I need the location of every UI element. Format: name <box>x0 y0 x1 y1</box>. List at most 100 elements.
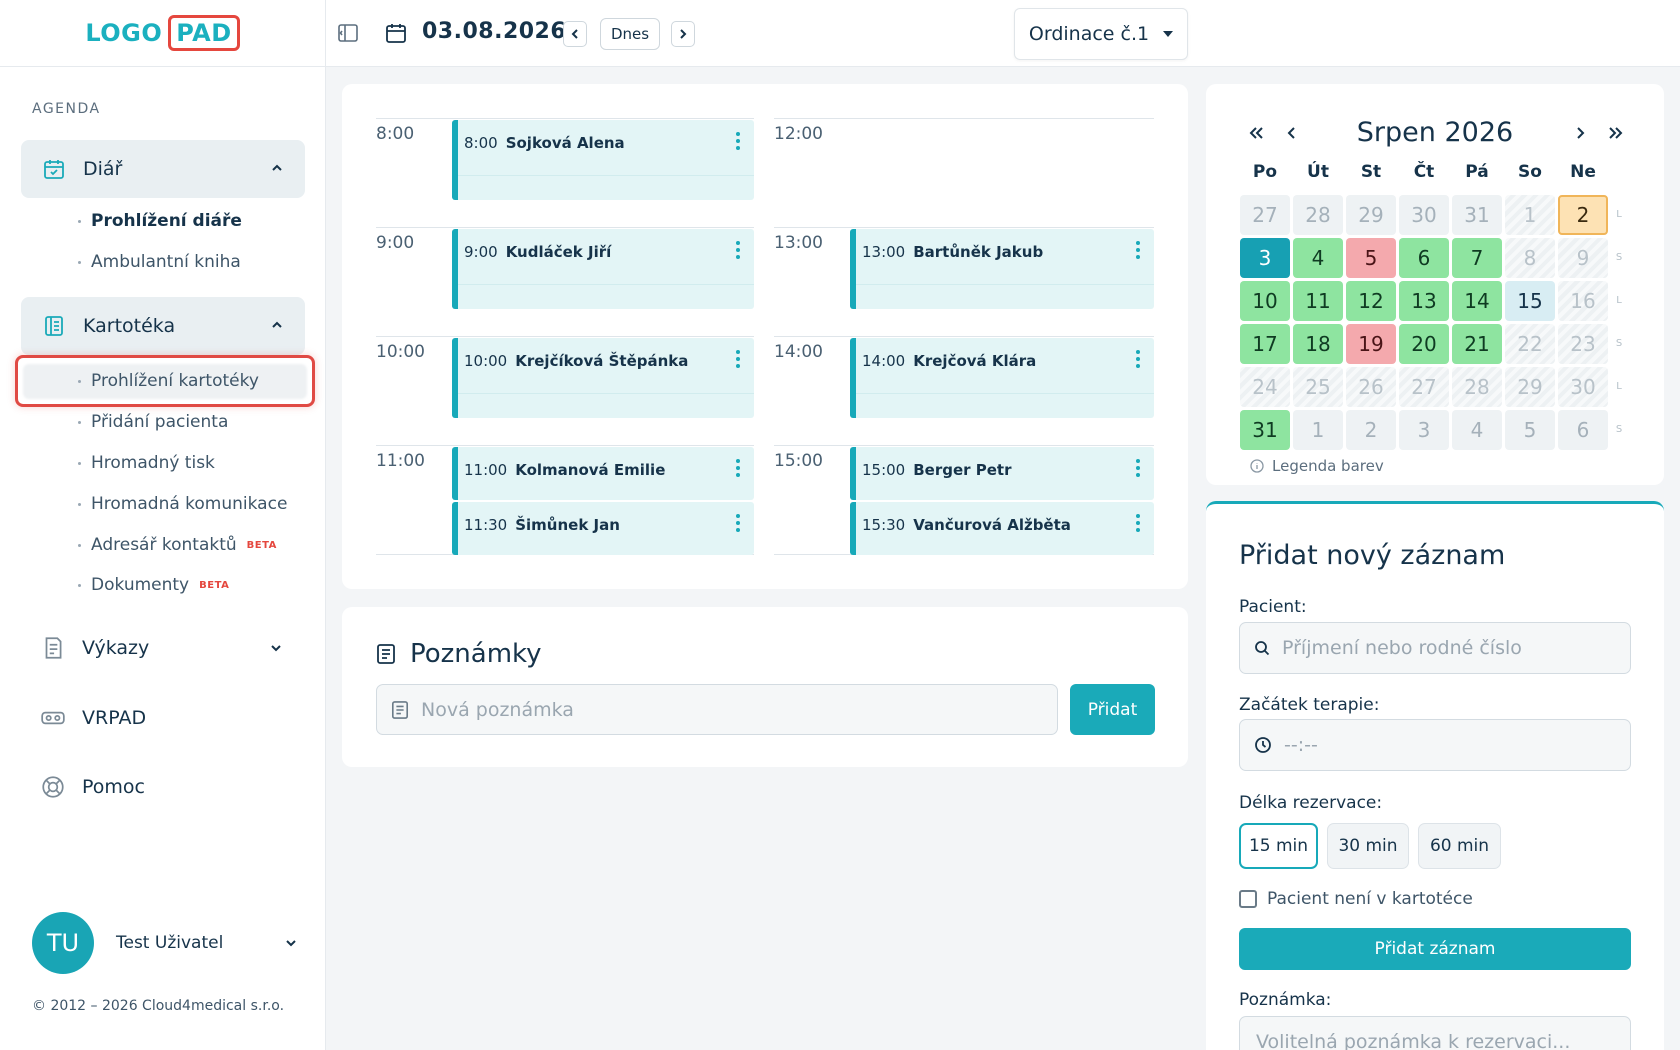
appointment-card[interactable]: 10:00 Krejčíková Štěpánka <box>452 338 754 418</box>
current-date[interactable]: 03.08.2026 <box>422 19 567 44</box>
duration-60-button[interactable]: 60 min <box>1418 823 1501 869</box>
sidebar-toggle-icon[interactable] <box>336 21 360 45</box>
reservation-note-input[interactable] <box>1256 1031 1586 1050</box>
not-in-registry-row[interactable]: Pacient není v kartotéce <box>1239 889 1473 909</box>
calendar-day[interactable]: 31 <box>1452 195 1502 235</box>
calendar-day[interactable]: 30 <box>1399 195 1449 235</box>
appointment-card[interactable]: 8:00 Sojková Alena <box>452 120 754 200</box>
calendar-day[interactable]: 1 <box>1293 410 1343 450</box>
calendar-day[interactable]: 4 <box>1452 410 1502 450</box>
add-note-button[interactable]: Přidat <box>1070 684 1155 735</box>
more-vertical-icon[interactable] <box>1136 459 1140 477</box>
calendar-day[interactable]: 27 <box>1240 195 1290 235</box>
calendar-day[interactable]: 10 <box>1240 281 1290 321</box>
sidebar-item-pridani-pacienta[interactable]: Přidání pacienta <box>78 412 228 432</box>
calendar-day[interactable]: 19 <box>1346 324 1396 364</box>
calendar-day[interactable]: 28 <box>1452 367 1502 407</box>
next-month-button[interactable] <box>1574 126 1586 140</box>
sidebar-item-vrpad[interactable]: VRPAD <box>40 705 146 731</box>
more-vertical-icon[interactable] <box>736 350 740 368</box>
calendar-day[interactable]: 26 <box>1346 367 1396 407</box>
prev-day-button[interactable] <box>563 21 587 47</box>
prev-month-button[interactable] <box>1286 126 1298 140</box>
appointment-card[interactable]: 15:00 Berger Petr <box>850 447 1154 500</box>
appointment-card[interactable]: 11:30 Šimůnek Jan <box>452 502 754 555</box>
calendar-day[interactable]: 5 <box>1505 410 1555 450</box>
sidebar-item-vykazy[interactable]: Výkazy <box>40 635 281 661</box>
color-legend[interactable]: Legenda barev <box>1250 457 1384 475</box>
next-day-button[interactable] <box>671 21 695 47</box>
calendar-day[interactable]: 31 <box>1240 410 1290 450</box>
duration-30-button[interactable]: 30 min <box>1327 823 1409 869</box>
calendar-day[interactable]: 2 <box>1346 410 1396 450</box>
appointment-card[interactable]: 13:00 Bartůněk Jakub <box>850 229 1154 309</box>
calendar-day[interactable]: 27 <box>1399 367 1449 407</box>
calendar-day[interactable]: 1 <box>1505 195 1555 235</box>
calendar-day[interactable]: 21 <box>1452 324 1502 364</box>
sidebar-item-adresar-kontaktu[interactable]: Adresář kontaktů BETA <box>78 535 277 555</box>
calendar-day[interactable]: 2 <box>1558 195 1608 235</box>
more-vertical-icon[interactable] <box>1136 241 1140 259</box>
sidebar-item-ambulantni-kniha[interactable]: Ambulantní kniha <box>78 252 241 272</box>
calendar-day[interactable]: 29 <box>1505 367 1555 407</box>
office-select[interactable]: Ordinace č.1 <box>1014 8 1188 60</box>
calendar-day[interactable]: 29 <box>1346 195 1396 235</box>
calendar-day[interactable]: 25 <box>1293 367 1343 407</box>
calendar-day[interactable]: 20 <box>1399 324 1449 364</box>
sidebar-group-diar[interactable]: Diář <box>21 140 305 198</box>
sidebar-item-dokumenty[interactable]: Dokumenty BETA <box>78 575 229 595</box>
user-menu[interactable]: TU Test Uživatel <box>32 912 299 974</box>
calendar-day[interactable]: 22 <box>1505 324 1555 364</box>
more-vertical-icon[interactable] <box>1136 350 1140 368</box>
note-input[interactable] <box>421 698 1021 721</box>
start-time-input[interactable] <box>1284 734 1614 756</box>
calendar-day[interactable]: 3 <box>1240 238 1290 278</box>
sidebar-group-kartoteka[interactable]: Kartotéka <box>21 297 305 355</box>
calendar-day[interactable]: 7 <box>1452 238 1502 278</box>
appointment-card[interactable]: 11:00 Kolmanová Emilie <box>452 447 754 500</box>
more-vertical-icon[interactable] <box>736 241 740 259</box>
add-record-button[interactable]: Přidat záznam <box>1239 928 1631 970</box>
calendar-day[interactable]: 30 <box>1558 367 1608 407</box>
sidebar-item-hromadny-tisk[interactable]: Hromadný tisk <box>78 453 215 473</box>
appointment-patient-name: Krejčová Klára <box>913 352 1037 370</box>
calendar-day[interactable]: 6 <box>1558 410 1608 450</box>
calendar-day[interactable]: 9 <box>1558 238 1608 278</box>
sidebar-item-prohlizeni-kartoteky[interactable]: Prohlížení kartotéky <box>78 371 259 391</box>
note-icon <box>377 644 395 664</box>
calendar-day[interactable]: 23 <box>1558 324 1608 364</box>
sidebar-item-hromadna-komunikace[interactable]: Hromadná komunikace <box>78 494 287 514</box>
sidebar-item-pomoc[interactable]: Pomoc <box>40 774 145 800</box>
calendar-day[interactable]: 4 <box>1293 238 1343 278</box>
calendar-icon[interactable] <box>384 21 408 45</box>
more-vertical-icon[interactable] <box>736 459 740 477</box>
calendar-day[interactable]: 17 <box>1240 324 1290 364</box>
calendar-day[interactable]: 6 <box>1399 238 1449 278</box>
calendar-day[interactable]: 28 <box>1293 195 1343 235</box>
not-in-registry-checkbox[interactable] <box>1239 890 1257 908</box>
appointment-card[interactable]: 9:00 Kudláček Jiří <box>452 229 754 309</box>
calendar-day[interactable]: 24 <box>1240 367 1290 407</box>
calendar-day[interactable]: 18 <box>1293 324 1343 364</box>
today-button[interactable]: Dnes <box>600 18 661 50</box>
more-vertical-icon[interactable] <box>736 514 740 532</box>
sidebar-item-prohlizeni-diare[interactable]: Prohlížení diáře <box>78 211 242 231</box>
more-vertical-icon[interactable] <box>736 132 740 150</box>
calendar-day[interactable]: 15 <box>1505 281 1555 321</box>
calendar-day[interactable]: 8 <box>1505 238 1555 278</box>
more-vertical-icon[interactable] <box>1136 514 1140 532</box>
patient-search-input[interactable] <box>1282 637 1612 659</box>
duration-15-button[interactable]: 15 min <box>1239 823 1318 869</box>
calendar-day[interactable]: 12 <box>1346 281 1396 321</box>
calendar-day[interactable]: 14 <box>1452 281 1502 321</box>
calendar-day[interactable]: 5 <box>1346 238 1396 278</box>
appointment-card[interactable]: 15:30 Vančurová Alžběta <box>850 502 1154 555</box>
logo[interactable]: LOGO PAD <box>0 0 325 67</box>
calendar-day[interactable]: 16 <box>1558 281 1608 321</box>
calendar-day[interactable]: 3 <box>1399 410 1449 450</box>
next-year-button[interactable] <box>1608 126 1624 140</box>
prev-year-button[interactable] <box>1248 126 1264 140</box>
calendar-day[interactable]: 11 <box>1293 281 1343 321</box>
appointment-card[interactable]: 14:00 Krejčová Klára <box>850 338 1154 418</box>
calendar-day[interactable]: 13 <box>1399 281 1449 321</box>
